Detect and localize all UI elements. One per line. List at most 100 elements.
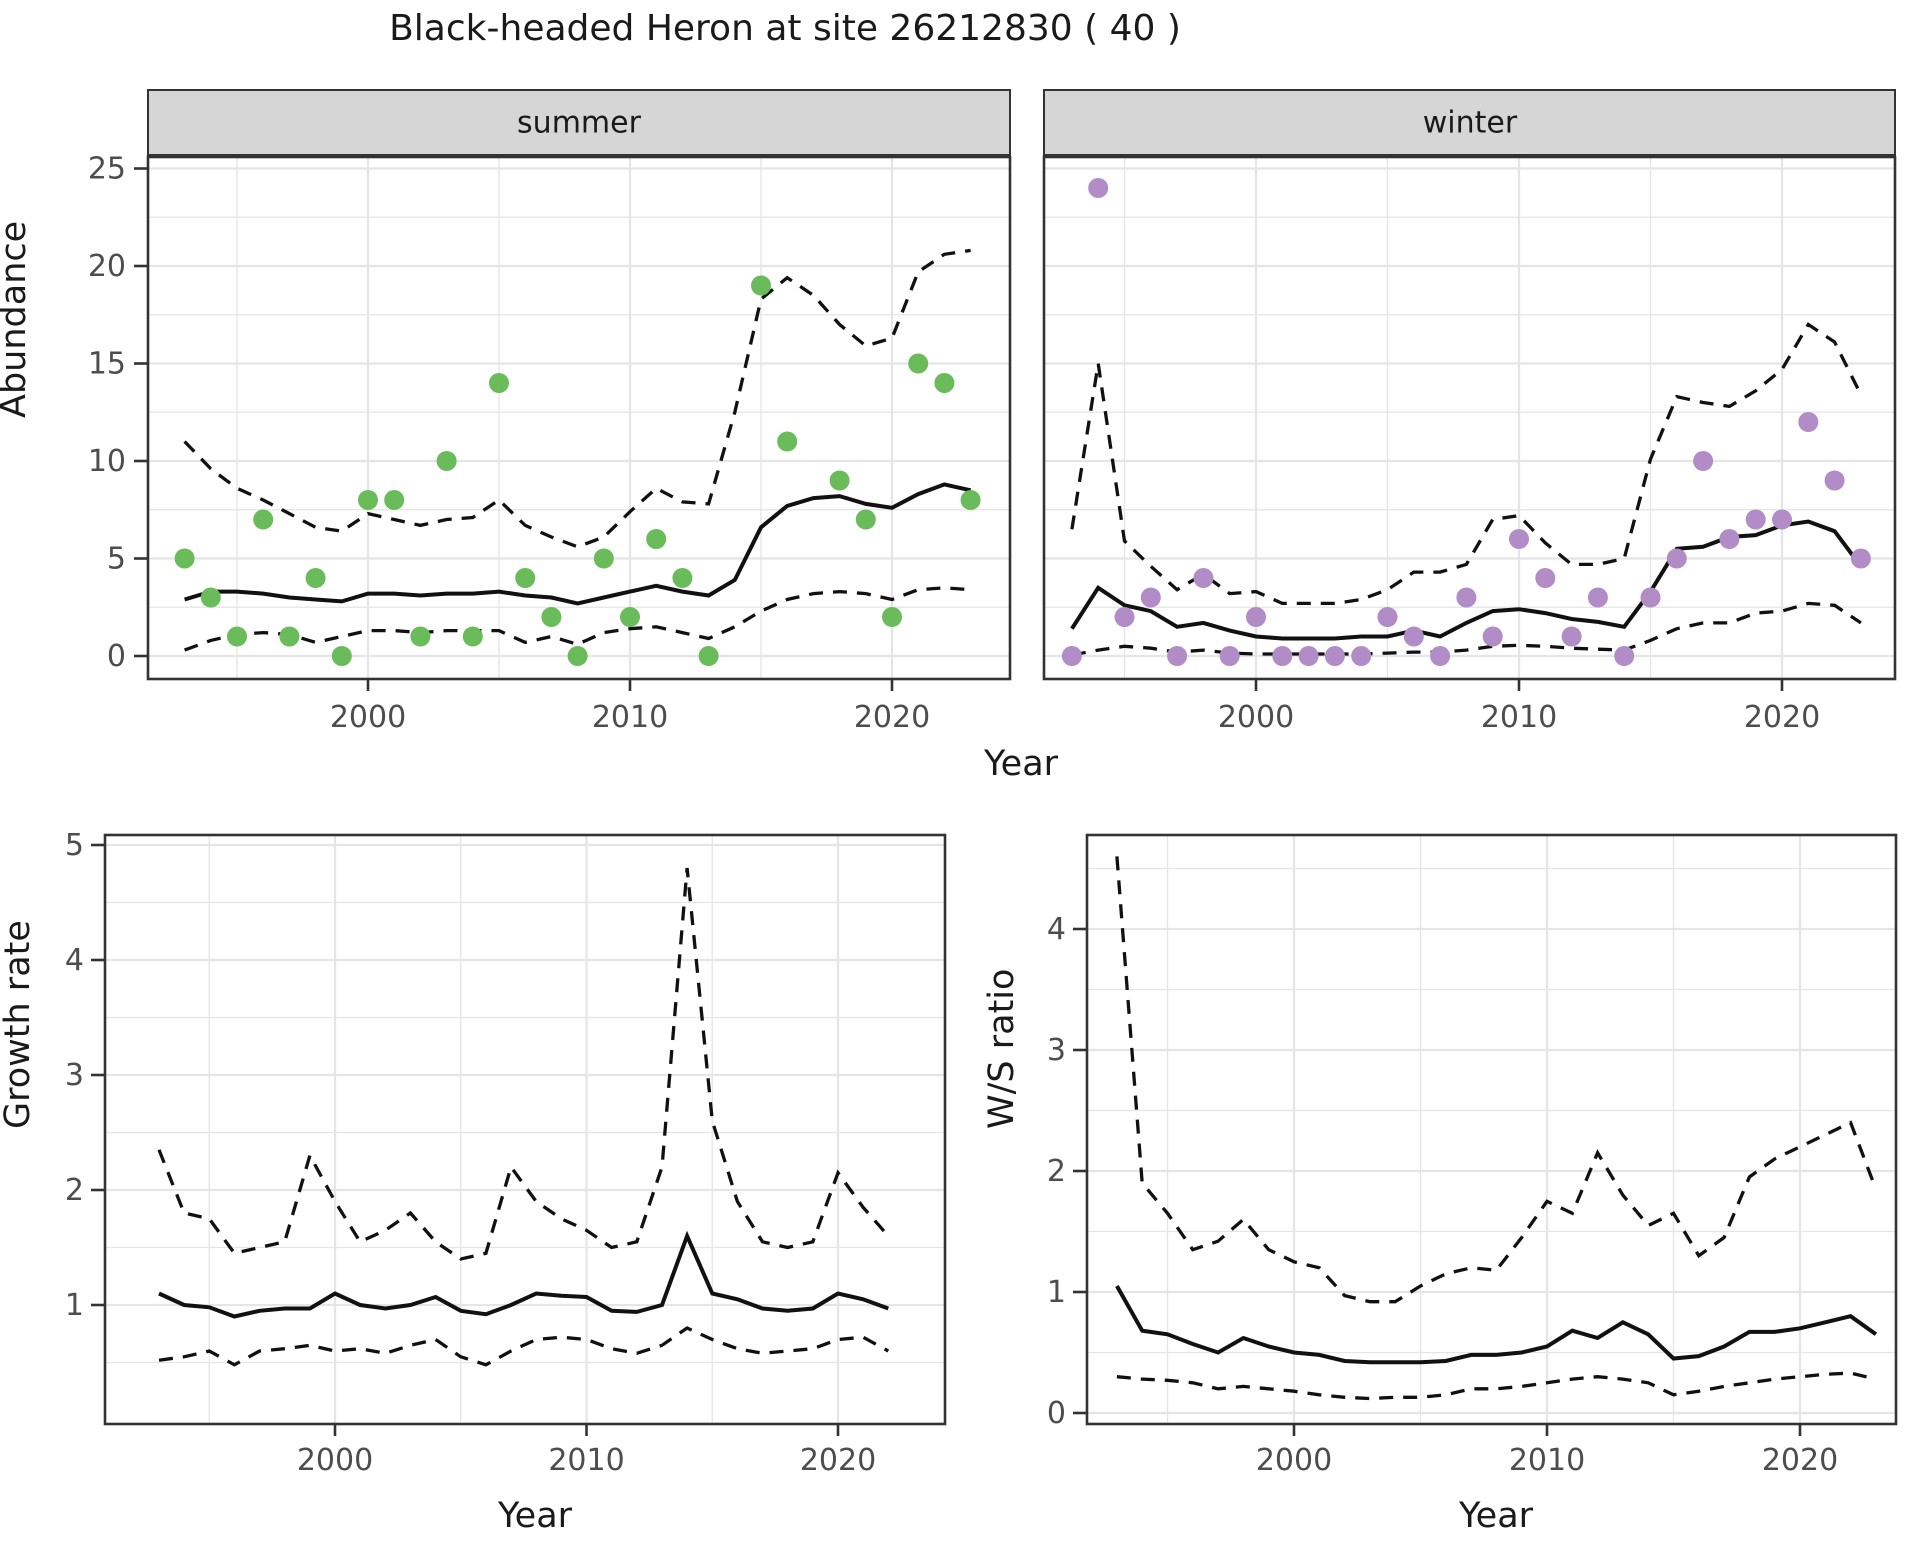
y-tick-label: 0 xyxy=(107,639,126,674)
data-point xyxy=(1745,509,1766,530)
data-point xyxy=(1167,646,1188,666)
y-tick-label: 25 xyxy=(88,152,126,187)
y-tick-label: 1 xyxy=(1047,1275,1066,1310)
data-point xyxy=(567,646,588,666)
x-tick-label: 2000 xyxy=(1218,700,1294,735)
data-point xyxy=(1561,626,1582,647)
x-axis-title-year-top: Year xyxy=(983,744,1059,784)
y-axis-title-growth-rate: Growth rate xyxy=(0,920,38,1129)
data-point xyxy=(1193,568,1214,588)
panel-abundance-winter: 2000 2010 2020 xyxy=(1042,89,1897,735)
facet-strip-winter xyxy=(1043,89,1896,158)
y-tick-label: 3 xyxy=(65,1058,84,1093)
y-tick-label: 2 xyxy=(1047,1154,1066,1189)
x-tick-label: 2000 xyxy=(297,1443,373,1478)
data-point xyxy=(1693,451,1714,471)
data-point xyxy=(1456,587,1477,608)
facet-strip-label-winter: winter xyxy=(1422,105,1518,141)
data-point xyxy=(1298,646,1319,666)
y-tick-label: 5 xyxy=(107,542,126,577)
data-point xyxy=(1614,646,1635,666)
data-point xyxy=(1246,607,1266,627)
x-axis-title-year-growth: Year xyxy=(497,1496,573,1536)
data-layer-abundance-summer xyxy=(183,248,972,652)
panel-border xyxy=(146,155,1012,681)
data-point xyxy=(1798,412,1819,432)
data-point xyxy=(1430,646,1451,666)
data-layer-ws-ratio xyxy=(1115,856,1878,1401)
gridlines-minor xyxy=(1087,835,1896,1424)
panel-border xyxy=(103,833,947,1426)
data-point xyxy=(1114,607,1135,627)
x-tick-label: 2010 xyxy=(1481,700,1557,735)
ci-upper-line xyxy=(183,248,971,549)
data-point xyxy=(227,626,247,647)
data-point xyxy=(1666,548,1687,569)
y-tick-label: 2 xyxy=(65,1173,84,1208)
panel-growth-rate: 2000 2010 2020 1 2 3 4 5 xyxy=(65,828,947,1478)
panel-background xyxy=(105,835,945,1424)
data-point xyxy=(1824,470,1845,491)
data-layer-growth-rate xyxy=(157,867,890,1367)
y-tick-label: 10 xyxy=(88,444,126,479)
gridlines-major xyxy=(1087,835,1896,1424)
ci-upper-line xyxy=(1115,856,1878,1304)
data-point xyxy=(1324,646,1345,666)
y-tick-label: 4 xyxy=(65,943,84,978)
data-point xyxy=(384,490,405,510)
data-point xyxy=(829,470,850,491)
data-point xyxy=(960,490,981,510)
gridlines-minor xyxy=(105,835,945,1424)
data-point xyxy=(305,568,326,588)
panel-abundance-summer: 2000 2010 2020 0 5 10 15 20 25 xyxy=(88,89,1012,735)
x-tick-label: 2020 xyxy=(1744,700,1820,735)
y-tick-label: 0 xyxy=(1047,1396,1066,1431)
data-point xyxy=(1850,548,1871,569)
y-axis-title-ws-ratio: W/S ratio xyxy=(982,968,1022,1129)
y-tick-label: 4 xyxy=(1047,912,1066,947)
x-tick-label: 2010 xyxy=(592,700,668,735)
data-point xyxy=(672,568,693,588)
x-axis-ws-ratio: 2000 2010 2020 xyxy=(1256,1424,1838,1478)
x-tick-label: 2010 xyxy=(1509,1443,1585,1478)
x-tick-label: 2000 xyxy=(1256,1443,1332,1478)
data-point xyxy=(908,353,929,374)
data-point xyxy=(1535,568,1556,588)
data-point xyxy=(1061,646,1082,666)
x-axis-growth-rate: 2000 2010 2020 xyxy=(297,1424,876,1478)
data-point xyxy=(410,626,431,647)
data-point xyxy=(1509,529,1529,549)
ci-lower-line xyxy=(1116,1371,1877,1401)
ci-lower-line xyxy=(1071,601,1862,657)
y-axis-growth-rate: 1 2 3 4 5 xyxy=(65,828,105,1323)
data-point xyxy=(646,529,667,549)
data-point xyxy=(882,607,902,627)
data-point xyxy=(1219,646,1240,666)
panel-background xyxy=(1087,835,1896,1424)
data-point xyxy=(1772,509,1792,530)
ci-upper-line xyxy=(1070,322,1863,606)
data-point xyxy=(462,626,483,647)
fit-line xyxy=(1115,1285,1878,1365)
fit-line xyxy=(158,1230,889,1319)
data-point xyxy=(1140,587,1161,608)
panel-background xyxy=(148,157,1010,679)
data-point xyxy=(1272,646,1293,666)
data-point xyxy=(515,568,536,588)
data-point xyxy=(1482,626,1503,647)
y-axis-ws-ratio: 0 1 2 3 4 xyxy=(1047,912,1087,1431)
facet-strip-summer xyxy=(147,89,1011,158)
y-tick-label: 5 xyxy=(65,828,84,863)
data-point xyxy=(751,275,771,296)
data-point xyxy=(593,548,614,569)
data-point xyxy=(1377,607,1398,627)
facet-strip-label-summer: summer xyxy=(517,105,641,141)
data-point xyxy=(1719,529,1740,549)
x-tick-label: 2000 xyxy=(330,700,406,735)
data-point xyxy=(200,587,221,608)
data-point xyxy=(489,373,509,393)
y-tick-label: 3 xyxy=(1047,1033,1066,1068)
x-tick-label: 2020 xyxy=(800,1443,876,1478)
ci-upper-line xyxy=(157,867,890,1261)
